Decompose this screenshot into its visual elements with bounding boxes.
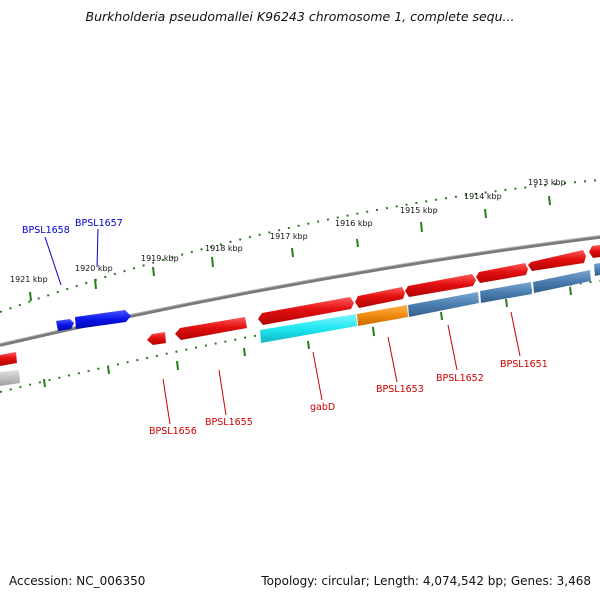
- gene-forward[interactable]: [528, 250, 586, 271]
- gene-bpsl1655[interactable]: [175, 317, 247, 340]
- genome-summary-text: Topology: circular; Length: 4,074,542 bp…: [261, 574, 591, 588]
- gene-bpsl1658[interactable]: [56, 319, 74, 331]
- gene-label-bpsl1658: BPSL1658: [22, 225, 70, 236]
- scale-labels: 1921 kbp 1920 kbp 1919 kbp 1918 kbp 1917…: [10, 178, 566, 284]
- inner-major-ticks: [43, 286, 572, 388]
- gene-forward[interactable]: [258, 297, 354, 325]
- gene-label-bpsl1656: BPSL1656: [149, 426, 197, 437]
- scale-label: 1919 kbp: [141, 254, 179, 263]
- map-title: Burkholderia pseudomallei K96243 chromos…: [85, 9, 515, 24]
- gene-labels: BPSL1658 BPSL1657 BPSL1656 BPSL1655 gabD…: [22, 218, 548, 437]
- gene-label-bpsl1652: BPSL1652: [436, 373, 484, 384]
- gene-label-gabd: gabD: [310, 402, 335, 413]
- scale-label: 1917 kbp: [270, 232, 308, 241]
- gene-forward[interactable]: [405, 274, 476, 297]
- gene-left-edge[interactable]: [0, 352, 17, 366]
- accession-text: Accession: NC_006350: [9, 574, 146, 588]
- gene-bpsl1657[interactable]: [75, 310, 131, 329]
- outer-major-ticks: [29, 195, 551, 302]
- scale-label: 1913 kbp: [528, 178, 566, 187]
- feature-bpsl1653-orange[interactable]: [357, 305, 408, 326]
- gene-bpsl1656[interactable]: [147, 332, 166, 345]
- scale-label: 1916 kbp: [335, 219, 373, 228]
- gene-label-bpsl1655: BPSL1655: [205, 417, 253, 428]
- gene-label-bpsl1653: BPSL1653: [376, 384, 424, 395]
- feature-steel[interactable]: [594, 263, 600, 276]
- gene-left-edge-gray[interactable]: [0, 370, 20, 386]
- label-leader-lines: [44, 228, 521, 425]
- scale-label: 1920 kbp: [75, 264, 113, 273]
- feature-steel[interactable]: [533, 270, 591, 293]
- gene-forward[interactable]: [355, 287, 405, 308]
- outer-scale-arc: [0, 179, 600, 313]
- gene-forward[interactable]: [476, 263, 528, 283]
- scale-label: 1921 kbp: [10, 275, 48, 284]
- feature-gabd-cyan[interactable]: [260, 314, 357, 343]
- gene-label-bpsl1651: BPSL1651: [500, 359, 548, 370]
- feature-bpsl1652-steel[interactable]: [408, 292, 479, 317]
- gene-label-bpsl1657: BPSL1657: [75, 218, 123, 229]
- feature-bpsl1651-steel[interactable]: [480, 282, 532, 303]
- scale-label: 1914 kbp: [464, 192, 502, 201]
- scale-label: 1915 kbp: [400, 206, 438, 215]
- scale-label: 1918 kbp: [205, 244, 243, 253]
- gene-forward[interactable]: [589, 245, 600, 258]
